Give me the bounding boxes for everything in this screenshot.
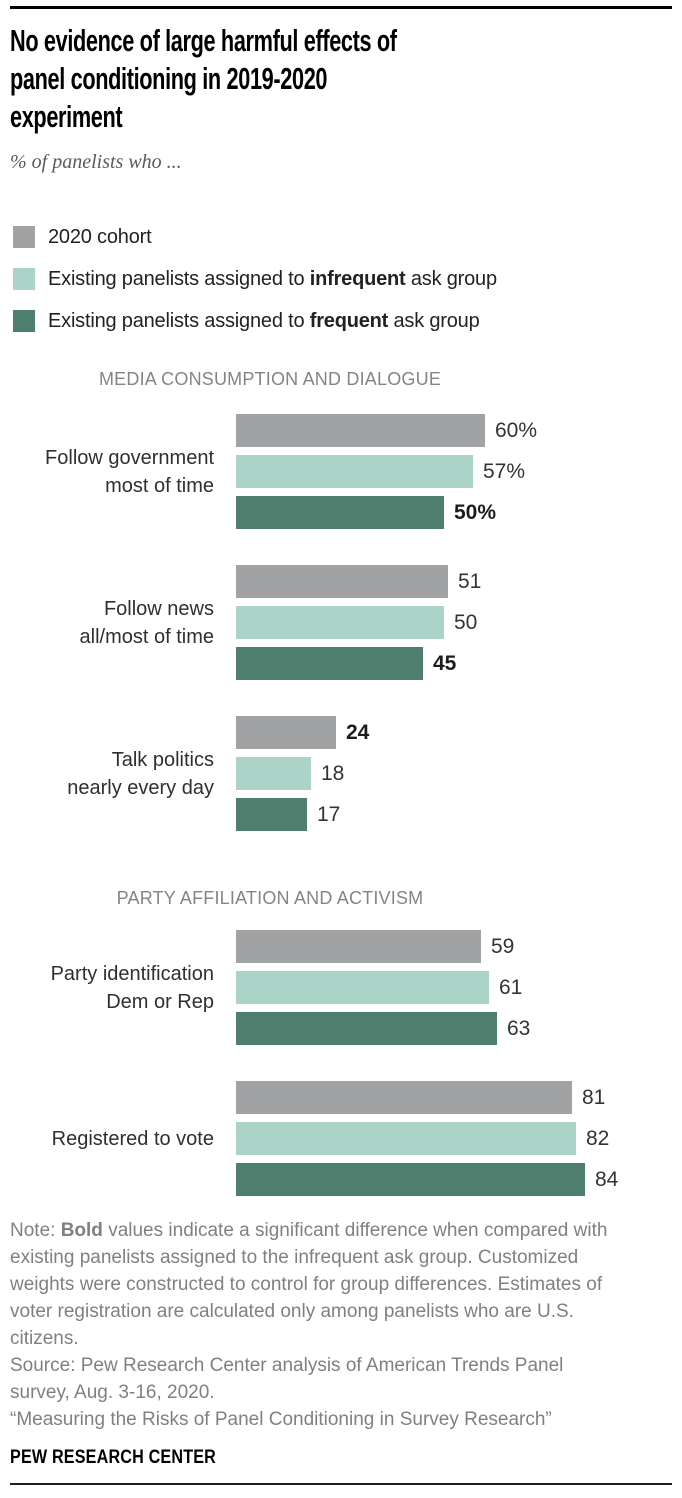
bar-value-label: 81 — [582, 1085, 606, 1109]
bar-row: 50 — [236, 606, 481, 639]
bar — [236, 716, 336, 749]
chart-subtitle: % of panelists who ... — [10, 151, 182, 173]
bar — [236, 798, 307, 831]
legend-swatch-gray — [13, 226, 35, 248]
bar-value-label: 45 — [433, 651, 457, 675]
legend-item-infrequent-group: Existing panelists assigned to infrequen… — [13, 268, 672, 290]
bar — [236, 565, 448, 598]
source-text: Source: Pew Research Center analysis of … — [10, 1355, 564, 1403]
bar-value-label: 50% — [454, 500, 497, 524]
bar-row: 82 — [236, 1122, 618, 1155]
bar — [236, 455, 473, 488]
bar — [236, 1012, 497, 1045]
bar-row: 60% — [236, 414, 537, 447]
bottom-divider — [10, 1483, 672, 1485]
bar-value-label: 59 — [491, 934, 515, 958]
bar-value-label: 24 — [346, 720, 370, 744]
bar — [236, 971, 489, 1004]
bar-group-label: Talk politics nearly every day — [67, 748, 214, 799]
bar — [236, 757, 311, 790]
page-title: No evidence of large harmful effects of … — [10, 22, 473, 136]
chart: MEDIA CONSUMPTION AND DIALOGUE Follow gov… — [10, 368, 682, 1196]
bar — [236, 606, 444, 639]
section-header: PARTY AFFILIATION AND ACTIVISM — [116, 888, 424, 908]
bar — [236, 1163, 585, 1196]
title-line: experiment — [10, 99, 123, 134]
bar-group-label: Party identification Dem or Rep — [50, 962, 214, 1013]
legend-swatch-light-teal — [13, 268, 35, 290]
bar-row: 61 — [236, 971, 530, 1004]
bar-value-label: 60% — [495, 418, 538, 442]
bar-row: 18 — [236, 757, 369, 790]
note-text: Note: Bold values indicate a significant… — [10, 1220, 608, 1430]
bar-group-label: Follow news all/most of time — [79, 597, 214, 648]
bar-group-label: Registered to vote — [51, 1127, 214, 1150]
title-line: No evidence of large harmful effects of — [10, 23, 397, 58]
bar-row: 57% — [236, 455, 537, 488]
bar-stack: 59 61 63 — [236, 930, 530, 1045]
bar — [236, 930, 481, 963]
title-line: panel conditioning in 2019-2020 — [10, 61, 328, 96]
bar-value-label: 61 — [499, 975, 523, 999]
bar-group: Registered to vote 81 82 84 — [10, 1081, 682, 1196]
bar-stack: 60% 57% 50% — [236, 414, 537, 529]
bar-row: 45 — [236, 647, 481, 680]
note-bold-word: Bold — [60, 1220, 103, 1241]
bar-row: 84 — [236, 1163, 618, 1196]
bar-group: Follow news all/most of time 51 50 45 — [10, 565, 682, 680]
bar-value-label: 84 — [595, 1167, 619, 1191]
bar-row: 81 — [236, 1081, 618, 1114]
bar-stack: 81 82 84 — [236, 1081, 618, 1196]
bar-group: Follow government most of time 60% 57% 50% — [10, 414, 682, 529]
bar-value-label: 57% — [483, 459, 526, 483]
bar-stack: 51 50 45 — [236, 565, 481, 680]
bar — [236, 496, 444, 529]
bar-row: 63 — [236, 1012, 530, 1045]
bar-group: Talk politics nearly every day 24 18 17 — [10, 716, 682, 831]
bar-group: Party identification Dem or Rep 59 61 63 — [10, 930, 682, 1045]
publication-title: “Measuring the Risks of Panel Conditioni… — [10, 1409, 552, 1430]
bar-row: 24 — [236, 716, 369, 749]
bar-value-label: 17 — [317, 802, 341, 826]
bar-row: 59 — [236, 930, 530, 963]
bar — [236, 1122, 576, 1155]
legend-item-frequent-group: Existing panelists assigned to frequent … — [13, 310, 672, 332]
bar-value-label: 18 — [321, 761, 345, 785]
legend-label: 2020 cohort — [48, 225, 152, 248]
bar — [236, 414, 485, 447]
bar-row: 50% — [236, 496, 537, 529]
bar-row: 51 — [236, 565, 481, 598]
legend-item-2020-cohort: 2020 cohort — [13, 226, 672, 248]
legend-label: Existing panelists assigned to infrequen… — [48, 267, 497, 290]
section-header: MEDIA CONSUMPTION AND DIALOGUE — [98, 369, 442, 389]
bar — [236, 647, 423, 680]
pew-research-center-wordmark: PEW RESEARCH CENTER — [10, 1447, 217, 1468]
bar-value-label: 82 — [586, 1126, 610, 1150]
legend-label: Existing panelists assigned to frequent … — [48, 309, 480, 332]
bar — [236, 1081, 572, 1114]
bar-row: 17 — [236, 798, 369, 831]
bar-value-label: 50 — [454, 610, 478, 634]
legend-swatch-dark-teal — [13, 310, 35, 332]
bar-stack: 24 18 17 — [236, 716, 369, 831]
top-divider — [10, 6, 672, 9]
bar-value-label: 63 — [507, 1016, 531, 1040]
bar-group-label: Follow government most of time — [45, 446, 214, 497]
bar-value-label: 51 — [458, 569, 482, 593]
legend: 2020 cohort Existing panelists assigned … — [13, 226, 672, 332]
